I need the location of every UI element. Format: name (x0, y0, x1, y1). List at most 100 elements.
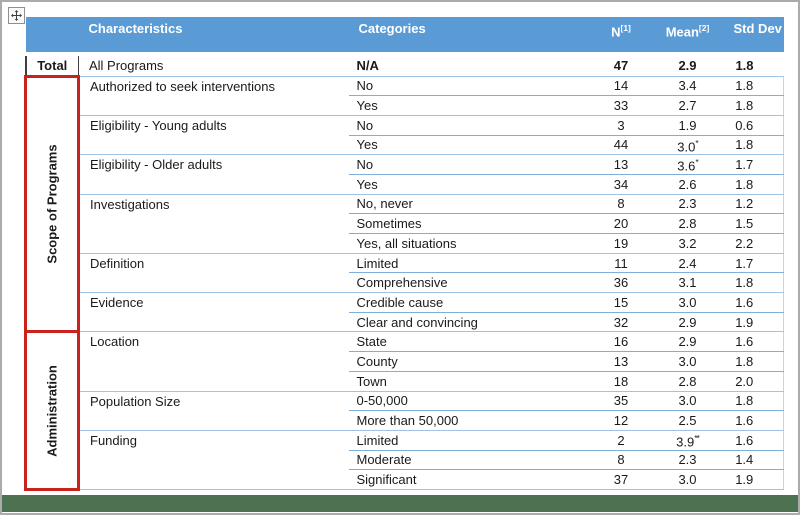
cell-category: Sometimes (348, 213, 589, 234)
cell-std: 1.8 (721, 174, 784, 195)
cell-category: Significant (348, 469, 589, 490)
table-row: Eligibility - Older adults No 13 3.6* 1.7 (26, 154, 784, 195)
cell-characteristic: Location (78, 331, 349, 392)
group-bracket-cell: Administration (24, 330, 80, 491)
table-move-handle[interactable] (8, 7, 25, 24)
cell-std: 1.8 (721, 351, 784, 372)
cell-std: 1.9 (721, 312, 784, 333)
table-row: Moderate 8 2.3 1.4 (26, 450, 784, 471)
cell-category: No (348, 154, 589, 175)
cell-category: More than 50,000 (348, 410, 589, 431)
cell-n: 18 (588, 371, 654, 392)
cell-std: 1.4 (721, 450, 784, 471)
table-row: Yes 34 2.6 1.8 (26, 174, 784, 195)
cell-mean: 3.0* (653, 135, 722, 156)
cell-mean: 3.1 (653, 272, 722, 294)
table-row: Comprehensive 36 3.1 1.8 (26, 272, 784, 294)
cell-category: No, never (348, 194, 589, 215)
cell-mean: 2.9 (653, 312, 722, 333)
col-header-std-dev: Std Dev (721, 17, 784, 56)
cell-category: Yes (348, 174, 589, 195)
cell-mean: 2.9 (653, 53, 722, 77)
significance-marker: * (695, 137, 698, 148)
cell-mean: 3.4 (653, 76, 722, 97)
header-row: Characteristics Categories N[1] Mean[2] … (25, 17, 784, 56)
table-row: Funding Limited 2 3.9** 1.6 (26, 430, 784, 490)
cell-mean: 2.4 (653, 253, 722, 274)
table-row: Investigations No, never 8 2.3 1.2 (26, 194, 784, 254)
cell-mean: 3.0 (653, 351, 722, 372)
cell-mean: 3.0 (653, 469, 722, 490)
cell-mean: 2.3 (653, 194, 722, 215)
table-row: Yes 33 2.7 1.8 (26, 95, 784, 116)
cell-characteristic: Population Size (78, 391, 349, 431)
cell-mean: 3.0 (653, 292, 722, 313)
cell-category: Yes (348, 95, 589, 116)
table-row: Town 18 2.8 2.0 (26, 371, 784, 392)
cell-mean: 2.6 (653, 174, 722, 195)
cell-mean: 2.5 (653, 410, 722, 431)
cell-std: 1.8 (721, 76, 784, 97)
table-row: Population Size 0-50,000 35 3.0 1.8 (26, 391, 784, 431)
cell-category: Limited (348, 430, 589, 451)
cell-category: 0-50,000 (348, 391, 589, 412)
cell-mean: 3.6* (653, 154, 722, 175)
table-row: County 13 3.0 1.8 (26, 351, 784, 372)
cell-category: N/A (348, 53, 589, 77)
total-row: Total All Programs N/A 47 2.9 1.8 (24, 53, 784, 77)
table-row: Eligibility - Young adults No 3 1.9 0.6 (26, 115, 784, 156)
cell-std: 1.7 (721, 154, 784, 175)
cell-mean: 2.8 (653, 213, 722, 234)
table-row: Evidence Credible cause 15 3.0 1.6 (26, 292, 784, 333)
table-row: Yes, all situations 19 3.2 2.2 (26, 233, 784, 254)
cell-characteristic: Funding (78, 430, 349, 490)
statistics-table[interactable]: Characteristics Categories N[1] Mean[2] … (24, 17, 784, 491)
cell-n: 37 (588, 469, 654, 490)
cell-category: Yes, all situations (348, 233, 589, 254)
table-row: More than 50,000 12 2.5 1.6 (26, 410, 784, 431)
cell-n: 8 (588, 194, 654, 215)
cell-std: 1.8 (721, 135, 784, 156)
n-footnote-marker: [1] (620, 23, 631, 33)
col-header-categories: Categories (348, 17, 589, 56)
col-header-n: N[1] (588, 17, 654, 56)
col-header-group-spacer (25, 17, 79, 56)
cell-mean: 2.8 (653, 371, 722, 392)
cell-characteristic: Evidence (78, 292, 349, 333)
cell-mean: 2.3 (653, 450, 722, 471)
cell-mean: 3.0 (653, 391, 722, 412)
cell-n: 34 (588, 174, 654, 195)
cell-std: 1.5 (721, 213, 784, 234)
significance-marker: ** (694, 433, 700, 444)
cell-std: 1.6 (721, 292, 784, 313)
cell-mean: 1.9 (653, 115, 722, 136)
cell-category: Limited (348, 253, 589, 274)
cell-category: Yes (348, 135, 589, 156)
cell-std: 1.8 (721, 53, 784, 77)
group-label: Scope of Programs (44, 144, 60, 264)
cell-n: 13 (588, 154, 654, 175)
cell-n: 3 (588, 115, 654, 136)
cell-n: 33 (588, 95, 654, 116)
cell-n: 15 (588, 292, 654, 313)
cell-category: County (348, 351, 589, 372)
cell-n: 16 (588, 331, 654, 353)
cell-std: 1.6 (721, 331, 784, 353)
cell-category: Moderate (348, 450, 589, 471)
table-row: Definition Limited 11 2.4 1.7 (26, 253, 784, 294)
cell-std: 1.2 (721, 194, 784, 215)
cell-mean: 3.9** (653, 430, 722, 451)
table-row: Yes 44 3.0* 1.8 (26, 135, 784, 156)
cell-category: Clear and convincing (348, 312, 589, 333)
cell-n: 20 (588, 213, 654, 234)
cell-mean: 2.9 (653, 331, 722, 353)
cell-n: 12 (588, 410, 654, 431)
cell-n: 36 (588, 272, 654, 294)
cell-n: 35 (588, 391, 654, 412)
cell-characteristic: Eligibility - Older adults (78, 154, 349, 195)
cell-n: 2 (588, 430, 654, 451)
cell-std: 2.0 (721, 371, 784, 392)
cell-category: No (348, 115, 589, 136)
col-header-mean: Mean[2] (653, 17, 722, 56)
